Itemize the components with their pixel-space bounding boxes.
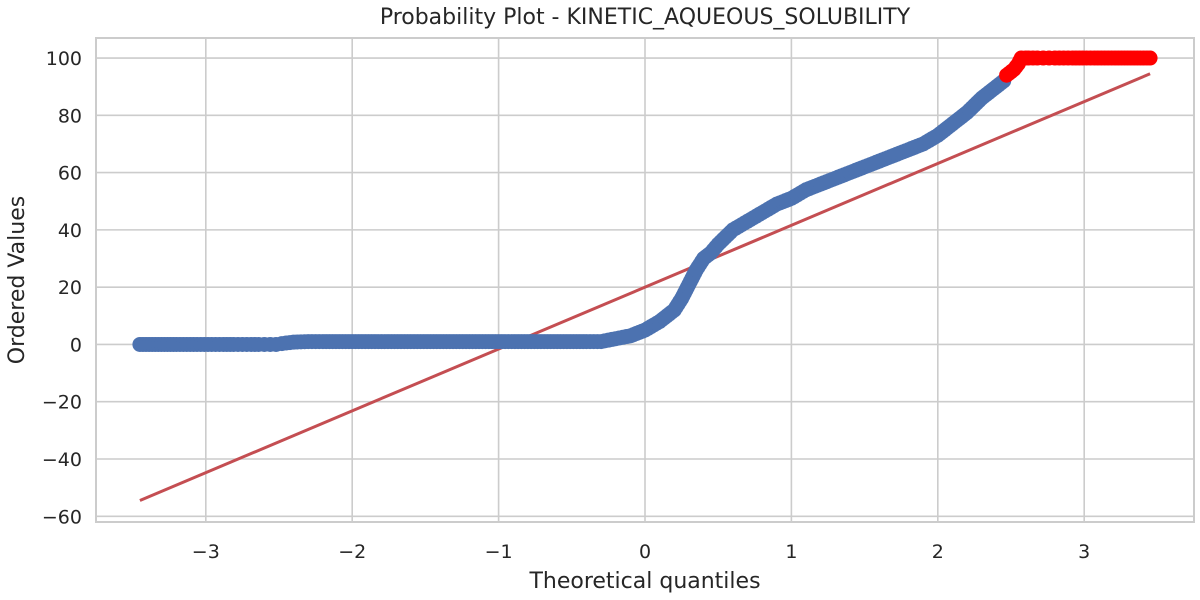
x-axis-label: Theoretical quantiles: [528, 569, 760, 594]
y-tick-label: −20: [42, 392, 82, 414]
x-tick-label: 3: [1078, 541, 1090, 563]
fit-line-layer: [139, 72, 1151, 502]
x-tick-label: −1: [485, 541, 513, 563]
y-tick-label: 100: [46, 48, 82, 70]
y-tick-label: 40: [58, 220, 82, 242]
x-tick-label: 0: [639, 541, 651, 563]
x-tick-label: −3: [192, 541, 220, 563]
y-tick-label: 0: [70, 334, 82, 356]
tick-labels: −3 −2 −1 0 1 2 3 −60 −40 −20 0 20 40 60 80 100: [42, 48, 1090, 563]
y-axis-label: Ordered Values: [5, 196, 30, 364]
x-tick-label: −2: [338, 541, 366, 563]
fit-line: [139, 72, 1151, 502]
y-tick-label: 60: [58, 163, 82, 185]
y-tick-label: −60: [42, 506, 82, 528]
y-tick-label: 80: [58, 105, 82, 127]
y-tick-label: −40: [42, 449, 82, 471]
points-layer: [132, 50, 1158, 352]
chart-title: Probability Plot - KINETIC_AQUEOUS_SOLUB…: [380, 5, 911, 30]
plot-frame: [95, 37, 1195, 523]
x-tick-label: 2: [932, 541, 944, 563]
outlier-point: [1142, 50, 1158, 66]
x-tick-label: 1: [785, 541, 797, 563]
y-tick-label: 20: [58, 277, 82, 299]
